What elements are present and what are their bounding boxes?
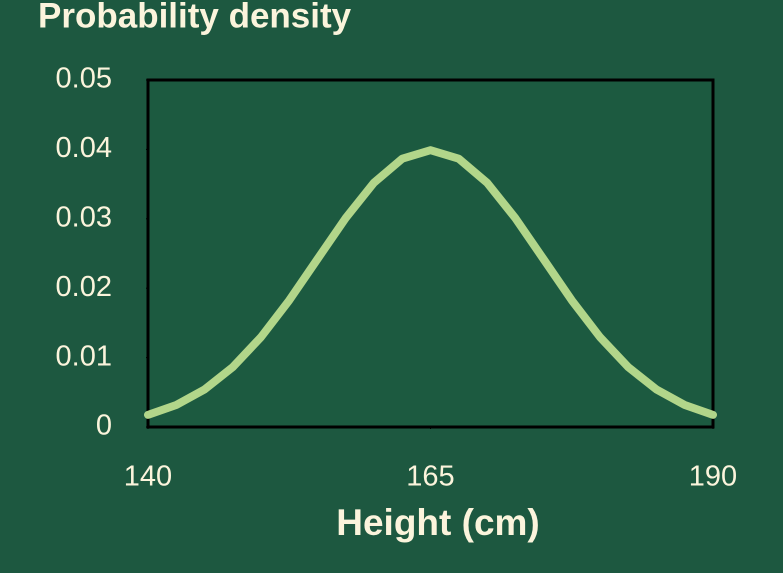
y-tick-label: 0: [96, 410, 112, 442]
y-tick-label: 0.05: [56, 63, 112, 95]
plot-area: [146, 78, 715, 429]
x-axis-label: Height (cm): [336, 502, 540, 543]
x-tick-label: 165: [406, 461, 454, 493]
y-tick-label: 0.04: [56, 132, 112, 164]
density-curve: [144, 146, 717, 419]
y-tick-label: 0.03: [56, 201, 112, 233]
x-tick-label: 140: [124, 461, 172, 493]
y-tick-label: 0.01: [56, 340, 112, 372]
y-tick-label: 0.02: [56, 271, 112, 303]
chart-title: Probability density: [38, 0, 352, 35]
x-tick-label: 190: [689, 461, 737, 493]
